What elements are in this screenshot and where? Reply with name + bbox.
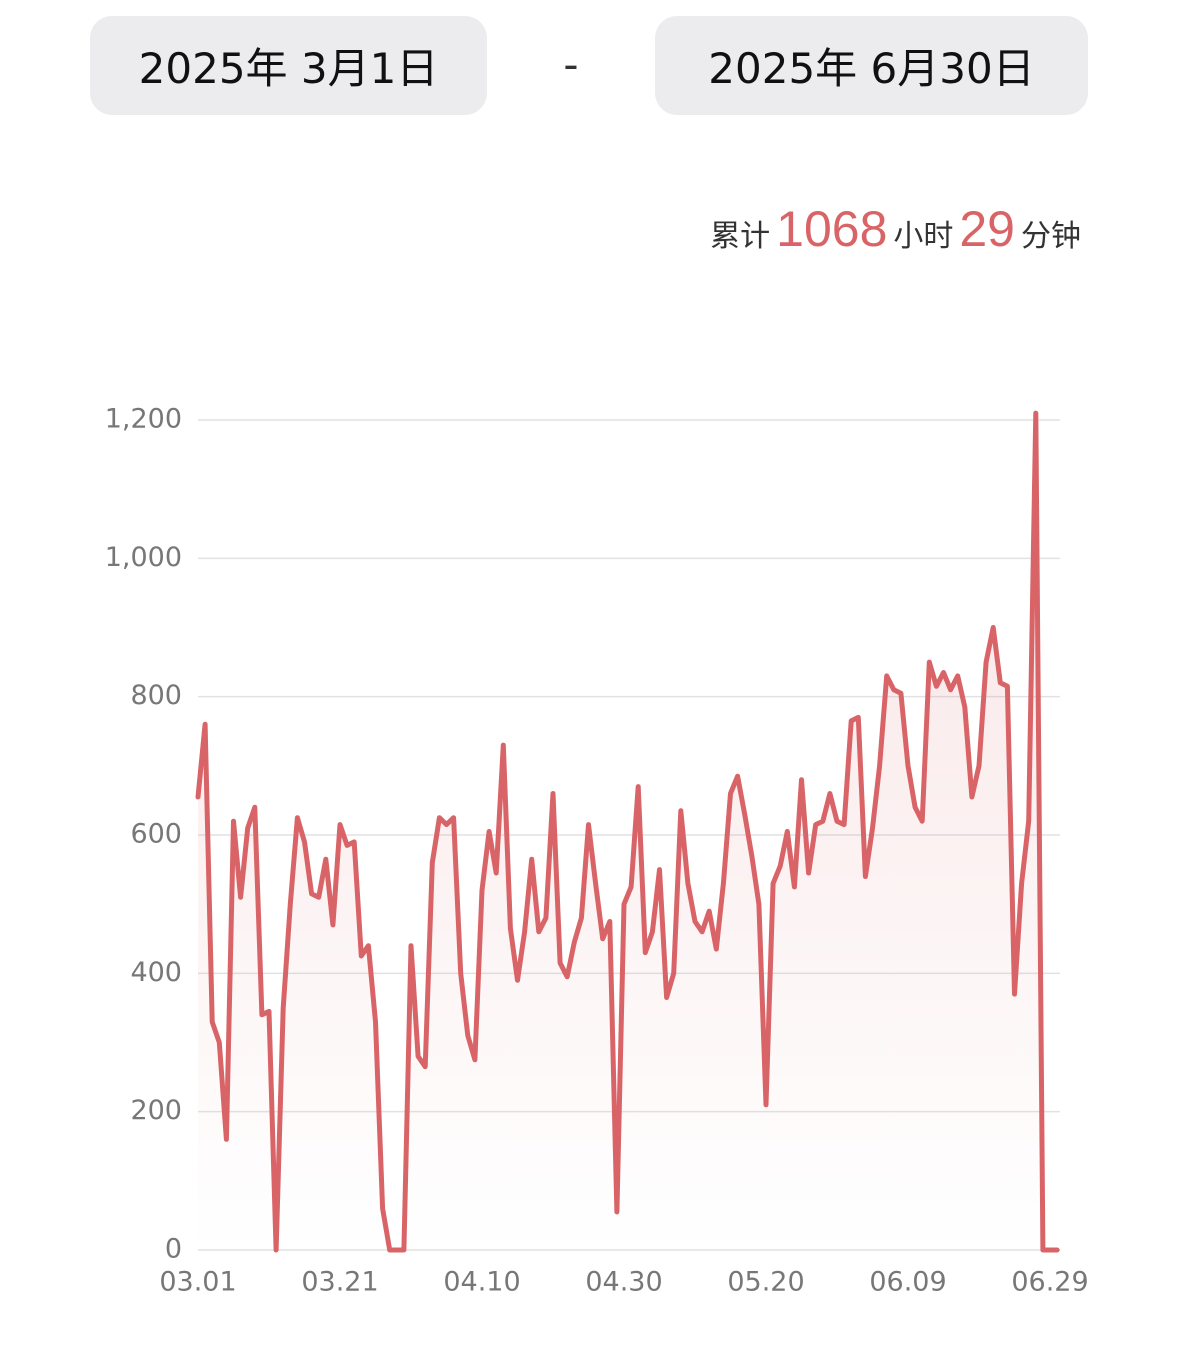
x-tick-label: 05.20 [727, 1267, 804, 1298]
x-tick-label: 03.01 [159, 1267, 236, 1298]
x-tick-label: 06.09 [869, 1267, 946, 1298]
summary-minutes: 29 [959, 201, 1015, 257]
x-tick-label: 06.29 [1011, 1267, 1088, 1298]
date-separator: - [563, 40, 579, 89]
y-tick-label: 200 [130, 1095, 182, 1126]
summary-minutes-unit: 分钟 [1021, 219, 1081, 254]
line [195, 410, 1060, 1253]
summary: 累计 1068 小时 29 分钟 [710, 200, 1081, 258]
y-tick-label: 800 [130, 680, 182, 711]
y-tick-label: 1,000 [105, 542, 182, 573]
summary-prefix: 累计 [710, 219, 771, 254]
x-tick-label: 03.21 [301, 1267, 378, 1298]
line-area [198, 413, 1058, 1251]
y-tick-label: 400 [130, 957, 182, 988]
y-tick-label: 0 [165, 1234, 182, 1265]
end-date-button[interactable]: 2025年 6月30日 [655, 16, 1088, 115]
start-date-button[interactable]: 2025年 3月1日 [90, 16, 487, 115]
summary-hours-unit: 小时 [893, 219, 954, 254]
x-tick-label: 04.30 [585, 1267, 662, 1298]
y-tick-label: 600 [130, 819, 182, 850]
summary-hours: 1068 [776, 201, 888, 257]
y-tick-label: 1,200 [105, 404, 182, 435]
x-tick-label: 04.10 [443, 1267, 520, 1298]
